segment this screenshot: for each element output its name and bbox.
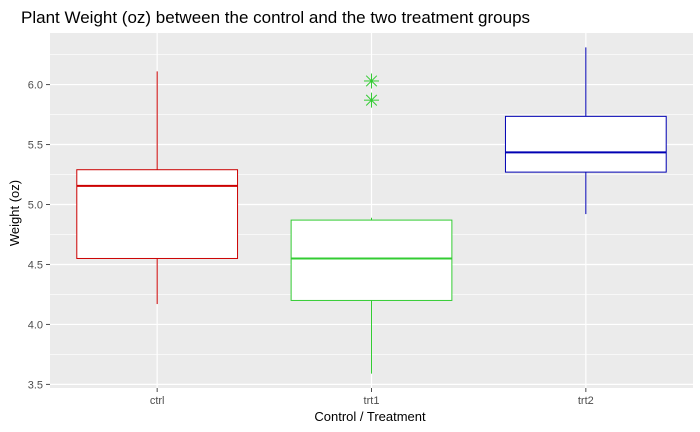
outlier-point: [364, 92, 379, 108]
box-body: [290, 219, 453, 301]
y-tick-label: 3.5: [28, 379, 43, 391]
x-axis: ctrl trt1 trt2: [150, 388, 594, 407]
outlier-stroke: [365, 94, 378, 106]
y-tick-label: 5.0: [28, 200, 43, 212]
x-tick-label: ctrl: [150, 395, 165, 407]
y-tick-label: 5.5: [28, 140, 43, 152]
x-axis-title: Control / Treatment: [314, 409, 426, 424]
y-axis: 3.5 4.0 4.5 5.0 5.5 6.0: [28, 80, 50, 391]
y-tick-label: 4.0: [28, 319, 43, 331]
chart-title: Plant Weight (oz) between the control an…: [21, 8, 530, 27]
y-tick-label: 6.0: [28, 80, 43, 92]
box-trt2: [504, 47, 667, 215]
x-tick-label: trt1: [364, 395, 380, 407]
outlier-stroke: [365, 75, 378, 87]
box-body: [504, 115, 667, 173]
box-trt1: [290, 73, 453, 374]
outlier-point: [364, 73, 379, 89]
box-series: [76, 47, 667, 374]
box-body: [76, 169, 239, 259]
box-ctrl: [76, 71, 239, 305]
y-axis-title: Weight (oz): [7, 180, 22, 246]
x-tick-label: trt2: [578, 395, 594, 407]
y-tick-label: 4.5: [28, 259, 43, 271]
